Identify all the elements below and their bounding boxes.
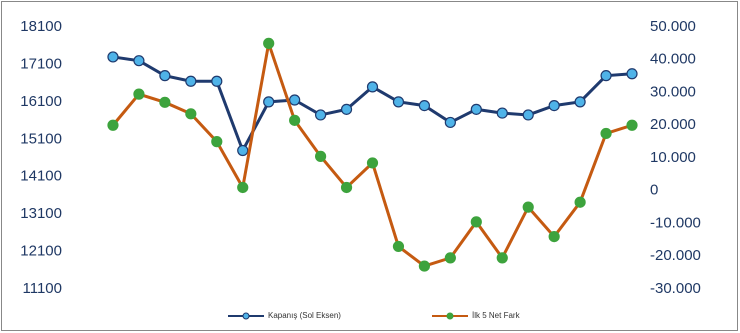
y2-tick-label: -10.000 [650, 214, 701, 231]
marker [366, 157, 379, 169]
y-tick-label: 12100 [20, 243, 62, 260]
marker [237, 144, 249, 157]
marker [626, 68, 638, 80]
y2-tick-label: 10.000 [650, 149, 696, 166]
y2-tick-label: 50.000 [650, 18, 696, 35]
marker [626, 119, 638, 131]
legend-marker [446, 312, 454, 320]
marker [600, 127, 612, 140]
y-tick-label: 13100 [20, 205, 62, 222]
y2-tick-label: 20.000 [650, 116, 696, 133]
marker [159, 96, 171, 108]
marker [522, 109, 534, 121]
marker [107, 51, 119, 63]
marker [574, 96, 586, 108]
marker [444, 116, 456, 129]
marker [314, 109, 327, 121]
marker [340, 181, 353, 194]
marker [548, 231, 560, 243]
marker [366, 81, 379, 93]
marker [314, 150, 327, 162]
y2-tick-label: 40.000 [650, 51, 696, 68]
marker [289, 114, 301, 126]
legend-label: İlk 5 Net Fark [472, 311, 521, 320]
marker [418, 260, 431, 272]
marker [211, 75, 223, 87]
y2-tick-label: 30.000 [650, 83, 696, 100]
marker [470, 216, 482, 228]
y2-tick-label: 0 [650, 182, 658, 199]
marker [340, 103, 353, 115]
y-tick-label: 17100 [20, 55, 62, 72]
marker [392, 96, 405, 108]
marker [133, 55, 145, 67]
marker [159, 70, 171, 82]
marker [470, 103, 482, 115]
y-tick-label: 16100 [20, 93, 62, 110]
y-tick-label: 11100 [23, 280, 63, 297]
marker [263, 96, 275, 108]
marker [107, 119, 119, 131]
marker [289, 94, 301, 106]
marker [418, 99, 431, 112]
y-tick-label: 18100 [20, 18, 62, 35]
y-tick-label: 14100 [20, 168, 62, 185]
marker [211, 136, 223, 148]
y-tick-label: 15100 [20, 130, 62, 147]
marker [496, 107, 508, 119]
marker [574, 196, 586, 208]
marker [237, 181, 249, 194]
marker [133, 88, 145, 100]
marker [522, 201, 534, 213]
marker [185, 75, 197, 87]
y2-tick-label: -20.000 [650, 247, 701, 264]
marker [263, 37, 275, 49]
marker [185, 108, 197, 120]
legend-label: Kapanış (Sol Eksen) [268, 311, 341, 320]
marker [392, 240, 405, 253]
marker [548, 99, 560, 112]
y2-tick-label: -30.000 [650, 280, 701, 297]
marker [496, 252, 508, 264]
legend-marker [242, 312, 250, 320]
marker [600, 70, 612, 82]
marker [444, 252, 456, 264]
